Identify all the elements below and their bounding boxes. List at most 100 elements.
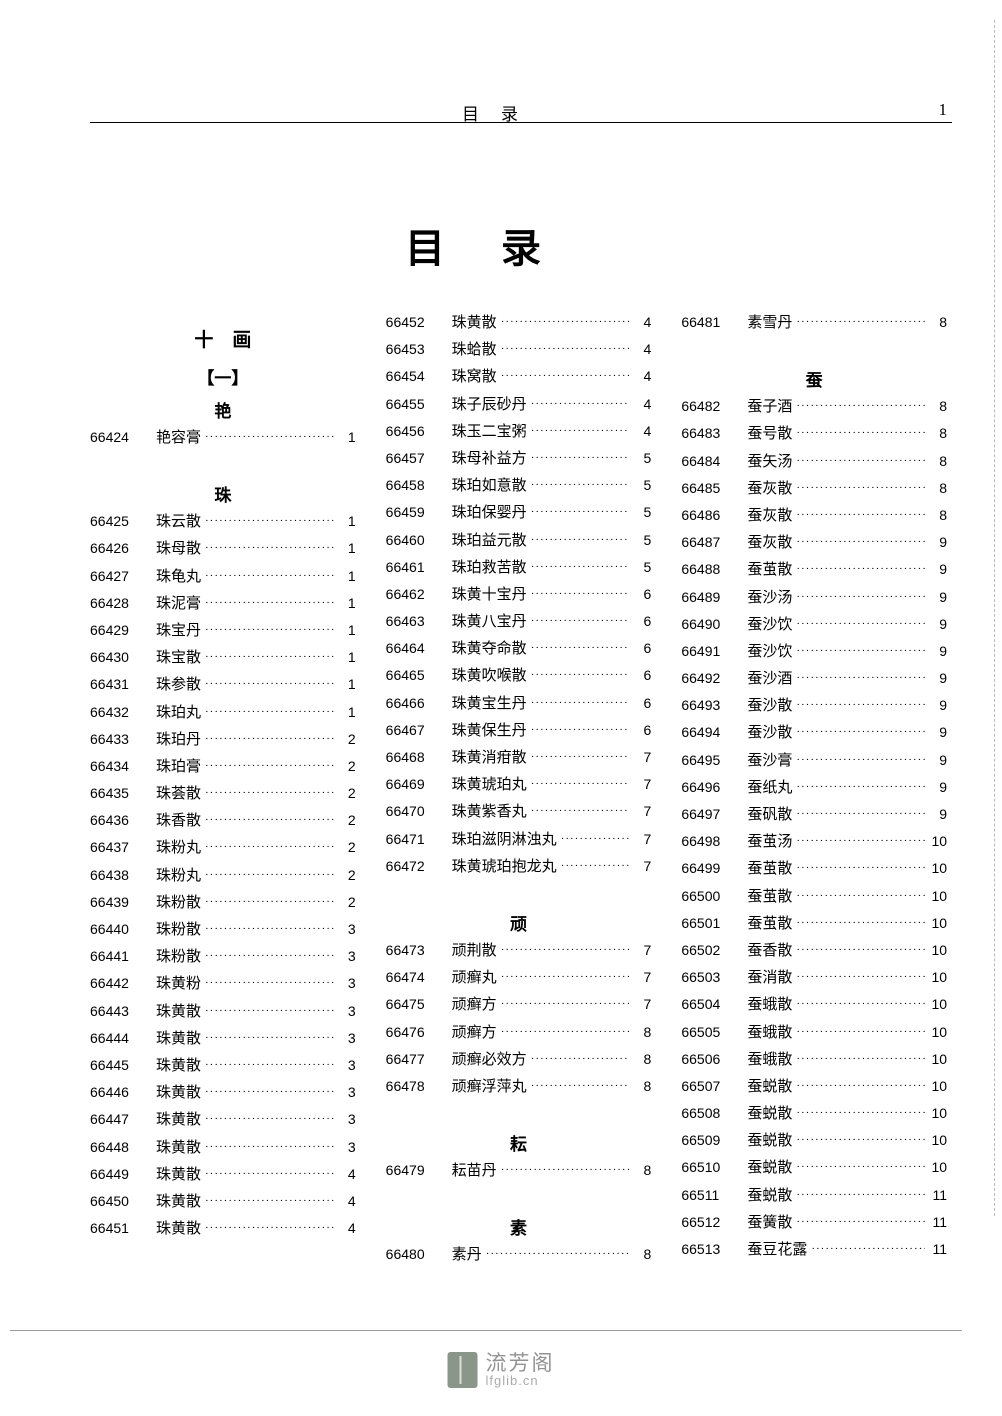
entry-page: 9 — [929, 671, 947, 685]
toc-entry: 66469珠黄琥珀丸7 — [386, 777, 652, 793]
entry-id: 66476 — [386, 1025, 442, 1039]
entry-name: 珠云散 — [156, 515, 201, 530]
entry-page: 7 — [633, 997, 651, 1011]
entry-page: 4 — [633, 397, 651, 411]
leader-dots — [796, 673, 925, 684]
entry-page: 7 — [633, 804, 651, 818]
toc-column-3: 66481素雪丹8蚕66482蚕子酒866483蚕号散866484蚕矢汤8664… — [681, 315, 947, 1274]
entry-name: 珠黄琥珀抱龙丸 — [452, 860, 557, 875]
toc-entry: 66474顽癣丸7 — [386, 970, 652, 986]
leader-dots — [796, 809, 925, 820]
entry-name: 珠粉丸 — [156, 869, 201, 884]
leader-dots — [205, 734, 334, 745]
entry-id: 66502 — [681, 943, 737, 957]
entry-name: 蚕矢汤 — [747, 455, 792, 470]
entry-id: 66432 — [90, 705, 146, 719]
entry-name: 珠珀保婴丹 — [452, 506, 527, 521]
entry-name: 蚕沙饮 — [747, 645, 792, 660]
entry-page: 5 — [633, 533, 651, 547]
leader-dots — [205, 1196, 334, 1207]
leader-dots — [486, 1249, 630, 1260]
leader-dots — [796, 1108, 925, 1119]
watermark: 流芳阁 lfglib.cn — [448, 1352, 555, 1388]
leader-dots — [501, 344, 630, 355]
entry-name: 珠黄粉 — [156, 977, 201, 992]
leader-dots — [796, 1190, 925, 1201]
entry-id: 66457 — [386, 451, 442, 465]
entry-name: 珠黄保生丹 — [452, 724, 527, 739]
leader-dots — [531, 453, 630, 464]
entry-name: 珠黄散 — [156, 1032, 201, 1047]
entry-id: 66455 — [386, 397, 442, 411]
toc-entry: 66432珠珀丸1 — [90, 705, 356, 721]
toc-entry: 66452珠黄散4 — [386, 315, 652, 331]
entry-page: 10 — [929, 889, 947, 903]
entry-name: 蚕蜕散 — [747, 1134, 792, 1149]
entry-page: 10 — [929, 1025, 947, 1039]
entry-id: 66493 — [681, 698, 737, 712]
entry-page: 11 — [929, 1215, 947, 1229]
toc-entry: 66496蚕纸丸9 — [681, 780, 947, 796]
entry-page: 6 — [633, 668, 651, 682]
toc-entry: 66434珠珀膏2 — [90, 759, 356, 775]
leader-dots — [561, 834, 630, 845]
leader-dots — [796, 537, 925, 548]
entry-name: 蚕灰散 — [747, 482, 792, 497]
spacer — [386, 886, 652, 906]
watermark-cn: 流芳阁 — [486, 1353, 555, 1374]
entry-id: 66440 — [90, 922, 146, 936]
toc-entry: 66480素丹8 — [386, 1247, 652, 1263]
toc-entry: 66498蚕茧汤10 — [681, 834, 947, 850]
entry-page: 7 — [633, 750, 651, 764]
watermark-url: lfglib.cn — [486, 1374, 555, 1387]
toc-entry: 66497蚕矾散9 — [681, 807, 947, 823]
entry-page: 10 — [929, 943, 947, 957]
entry-page: 1 — [338, 430, 356, 444]
entry-page: 8 — [929, 399, 947, 413]
entry-name: 珠珀益元散 — [452, 534, 527, 549]
entry-page: 6 — [633, 696, 651, 710]
leader-dots — [796, 727, 925, 738]
entry-page: 8 — [929, 315, 947, 329]
leader-dots — [205, 870, 334, 881]
entry-page: 9 — [929, 535, 947, 549]
entry-id: 66425 — [90, 514, 146, 528]
entry-name: 蚕矾散 — [747, 808, 792, 823]
toc-entry: 66447珠黄散3 — [90, 1112, 356, 1128]
leader-dots — [501, 371, 630, 382]
entry-id: 66459 — [386, 505, 442, 519]
entry-id: 66468 — [386, 750, 442, 764]
leader-dots — [205, 598, 334, 609]
entry-id: 66506 — [681, 1052, 737, 1066]
entry-page: 3 — [338, 1004, 356, 1018]
leader-dots — [796, 510, 925, 521]
entry-name: 蚕沙汤 — [747, 591, 792, 606]
toc-entry: 66478顽癣浮萍丸8 — [386, 1079, 652, 1095]
toc-entry: 66430珠宝散1 — [90, 650, 356, 666]
entry-id: 66483 — [681, 426, 737, 440]
toc-entry: 66442珠黄粉3 — [90, 976, 356, 992]
leader-dots — [205, 1006, 334, 1017]
entry-name: 顽荆散 — [452, 944, 497, 959]
entry-name: 珠宝丹 — [156, 624, 201, 639]
leader-dots — [531, 643, 630, 654]
leader-dots — [205, 571, 334, 582]
toc-entry: 66472珠黄琥珀抱龙丸7 — [386, 859, 652, 875]
toc-entry: 66440珠粉散3 — [90, 922, 356, 938]
leader-dots — [796, 945, 925, 956]
entry-id: 66441 — [90, 949, 146, 963]
toc-entry: 66464珠黄夺命散6 — [386, 641, 652, 657]
entry-name: 珠子辰砂丹 — [452, 398, 527, 413]
entry-name: 艳容膏 — [156, 431, 201, 446]
entry-name: 耘苗丹 — [452, 1164, 497, 1179]
page-number: 1 — [939, 100, 948, 120]
entry-name: 素丹 — [452, 1248, 482, 1263]
toc-entry: 66481素雪丹8 — [681, 315, 947, 331]
entry-id: 66504 — [681, 997, 737, 1011]
leader-dots — [205, 978, 334, 989]
leader-dots — [205, 1223, 334, 1234]
entry-page: 10 — [929, 1052, 947, 1066]
leader-dots — [205, 516, 334, 527]
entry-id: 66484 — [681, 454, 737, 468]
entry-id: 66462 — [386, 587, 442, 601]
